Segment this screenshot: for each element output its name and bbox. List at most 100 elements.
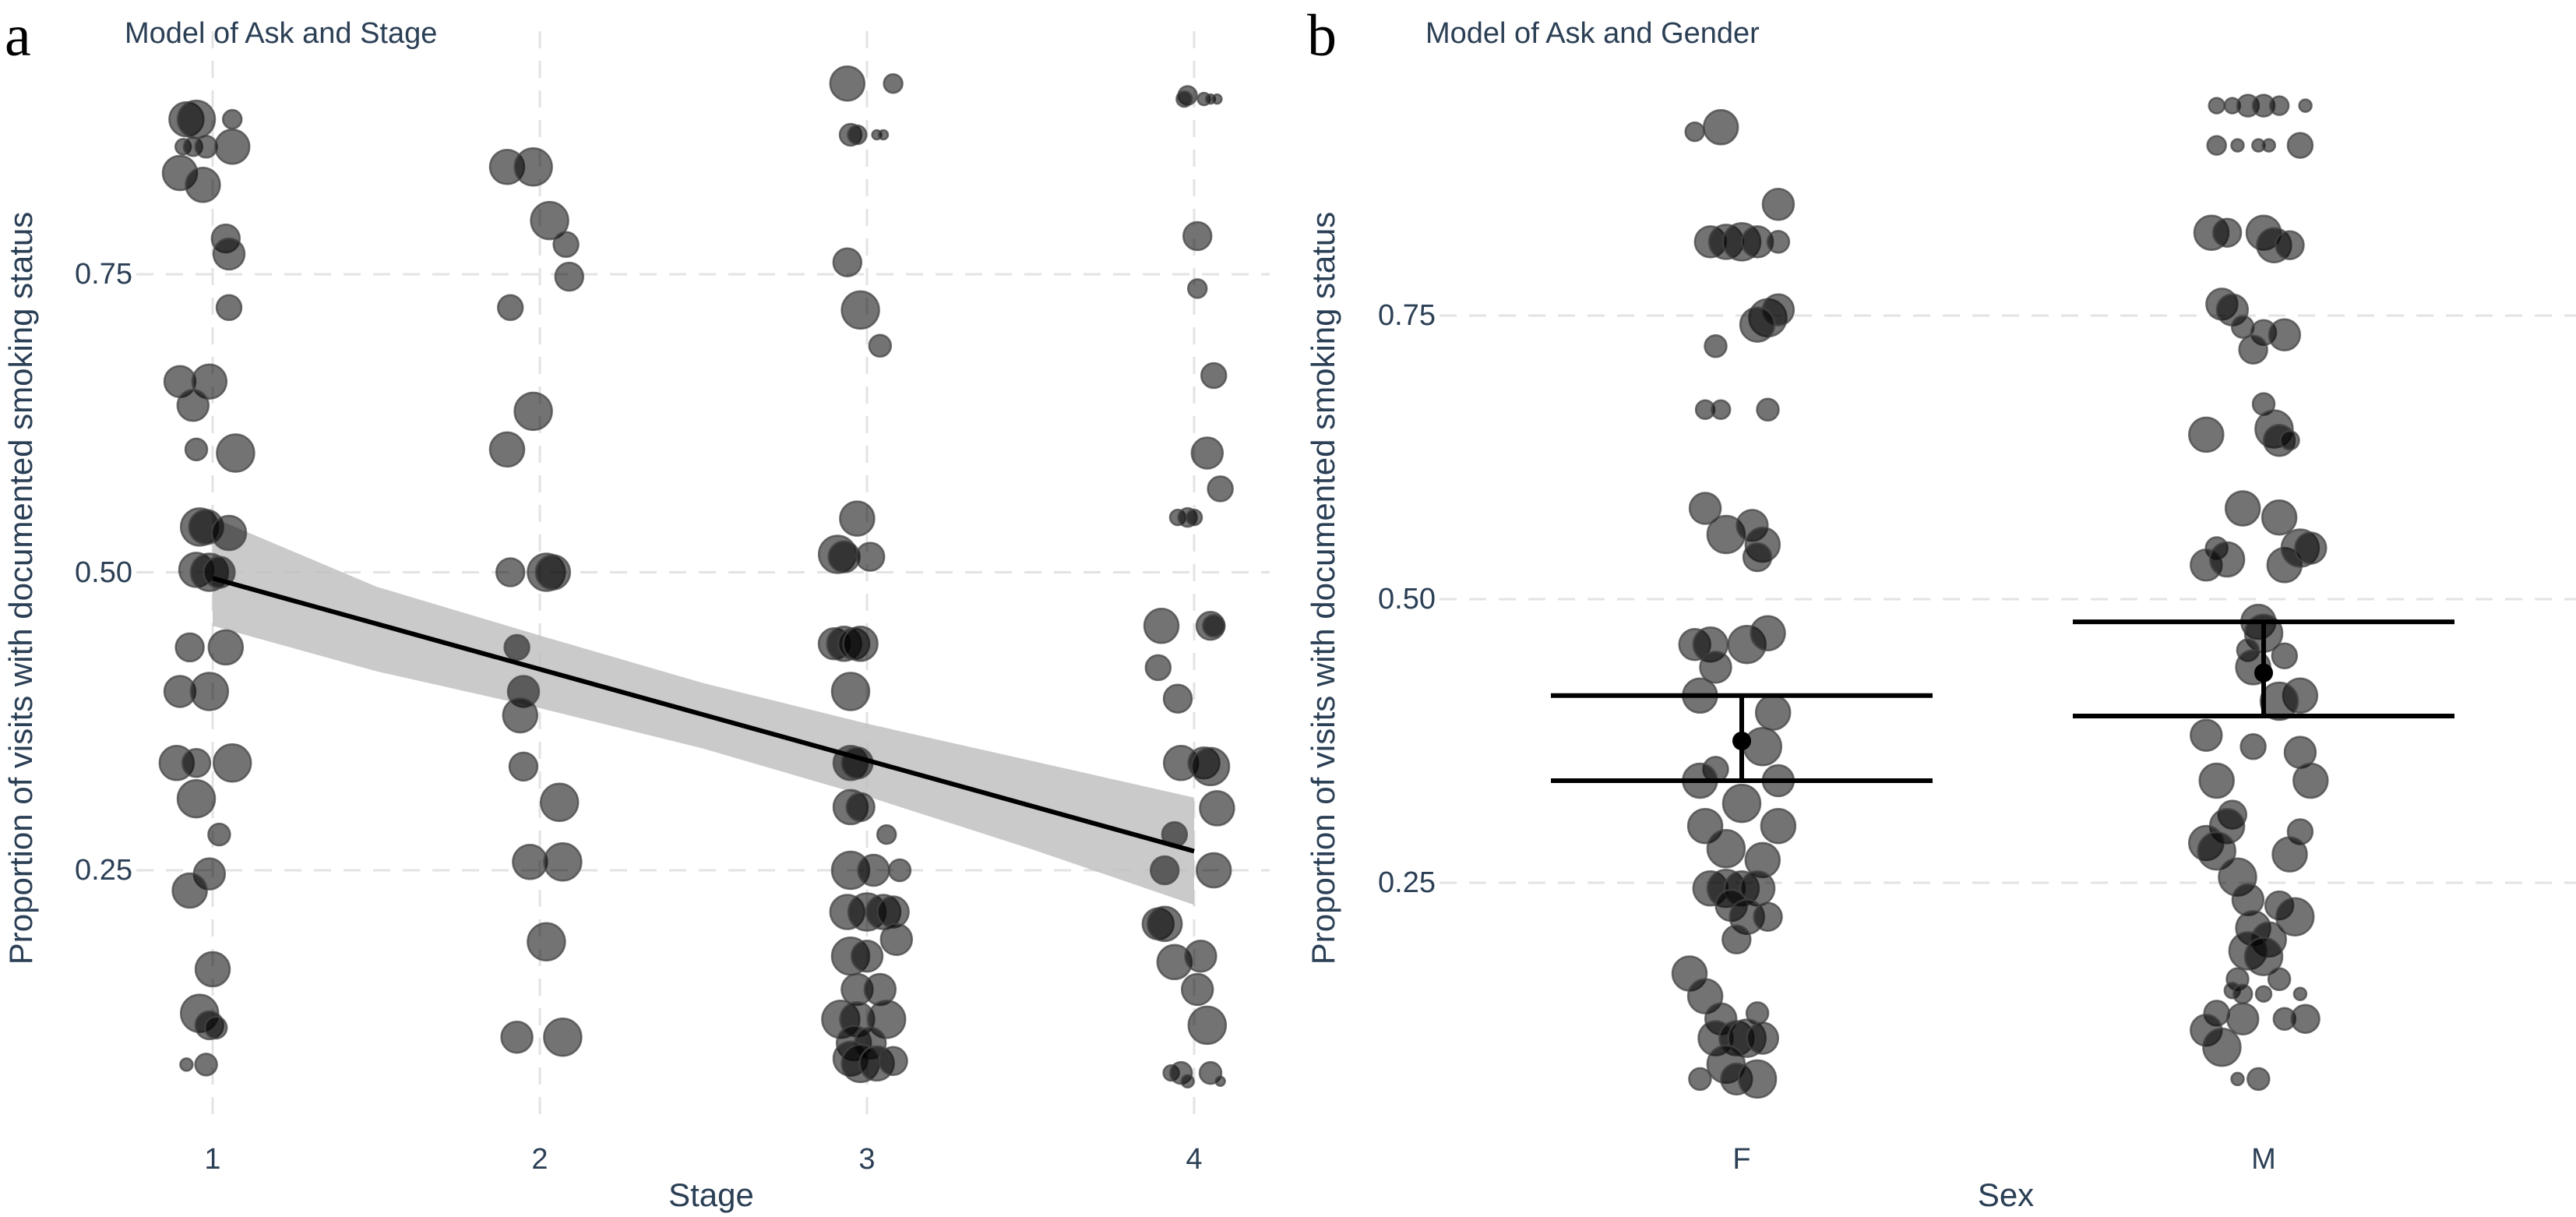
panel-b-data-point [1760,807,1797,845]
panel-b-data-point [1699,651,1732,684]
panel-a-data-point [207,629,245,666]
panel-a-data-point [827,540,861,573]
panel-b-data-point [2275,230,2305,260]
panel-a-data-point [1184,939,1218,973]
panel-b-data-point [2197,831,2236,871]
panel-b-data-point [2208,97,2225,115]
panel-b-data-point [2230,1071,2245,1087]
panel-a-y-tick-label: 0.50 [75,556,132,589]
panel-a-title: Model of Ask and Stage [125,17,437,50]
panel-b-data-point [1756,397,1780,422]
panel-a-data-point [534,554,572,591]
panel-b-x-axis-title: Sex [1978,1176,2034,1213]
panel-a-data-point [194,1053,218,1077]
panel-b-data-point [2271,642,2299,670]
panel-b-data-point [2292,762,2329,799]
panel-b-data-point [2238,334,2268,365]
panel-b-data-point [2298,98,2313,113]
panel-a-data-point [840,290,880,330]
panel-a-x-axis-title: Stage [668,1176,754,1213]
panel-b-data-point [1721,783,1762,824]
panel-b-data-point [2206,135,2227,156]
panel-b-data-point [2202,1027,2242,1067]
panel-a-data-point [1146,905,1183,943]
panel-b-data-point [2259,681,2299,721]
panel-a-data-point [207,822,231,847]
panel-b-mean-point [2254,663,2273,683]
panel-a-data-point [176,389,210,422]
panel-a-data-point [530,200,569,241]
panel-a-data-point [176,99,217,139]
panel-b-data-point [2190,718,2223,752]
panel-a-y-tick-label: 0.25 [75,854,132,887]
panel-a-confidence-band [213,517,1194,905]
panel-b-data-point [1761,188,1795,221]
panel-b-data-point [1753,901,1783,932]
panel-a-data-point [215,294,243,322]
panel-a-data-point [1199,790,1235,827]
panel-b: b Model of Ask and Gender 0.25 0.50 0.75… [1305,3,2576,1213]
panel-a-data-point [883,72,904,94]
panel-a-x-tick-label: 3 [858,1143,875,1176]
panel-a-data-point [1185,508,1203,527]
panel-b-data-point [2243,937,2284,976]
panel-a-data-point [221,108,243,130]
panel-a-data-point [174,632,205,663]
panel-b-data-point [1746,1021,1780,1055]
panel-b-data-point [1750,615,1786,651]
panel-a-data-point [1180,972,1214,1007]
panel-a-data-point [210,514,248,552]
panel-b-data-point [2247,1067,2271,1092]
panel-b-data-point [2239,733,2267,760]
panel-a: a Model of Ask and Stage 0.25 0.50 0.75 … [2,3,1270,1213]
panel-b-data-point [1688,492,1722,525]
panel-a-data-point [1144,654,1172,682]
panel-b-data-point [2231,883,2265,917]
panel-a-regression-line [212,576,1195,854]
panel-b-data-point [2261,499,2298,536]
panel-b-data-point [2232,983,2254,1004]
panel-a-data-point [1190,746,1231,787]
panel-a-data-point [203,1015,228,1040]
panel-b-data-point [2286,132,2314,159]
panel-a-data-point [850,939,884,973]
panel-a-data-point [508,751,539,782]
panel-a-data-point [179,1057,194,1072]
panel-a-data-point [832,247,863,277]
panel-a-y-axis-title: Proportion of visits with documented smo… [2,212,39,965]
panel-b-y-tick-label: 0.25 [1378,866,1436,899]
panel-a-data-point [184,437,209,462]
panel-a-data-point [1180,1074,1195,1089]
panel-a-data-point [512,844,548,880]
panel-a-data-point [876,824,897,845]
panel-a-data-point [842,626,879,662]
panel-b-data-point [1702,109,1739,146]
panel-a-data-point [1190,436,1225,470]
panel-b-data-point [2275,897,2315,937]
panel-a-data-point [513,147,553,187]
panel-a-data-point [868,333,893,358]
panel-a-data-point [1182,220,1213,252]
panel-a-y-tick-labels: 0.25 0.50 0.75 [75,258,132,887]
panel-a-data-point [830,672,871,711]
panel-a-letter: a [5,3,31,69]
panel-a-data-point [847,124,868,146]
panel-a-data-point [876,895,910,929]
panel-b-points [1671,93,2329,1099]
panel-a-data-point [1200,362,1228,390]
panel-a-data-point [171,872,208,909]
panel-a-data-point [191,363,228,400]
panel-a-data-point [212,237,246,271]
panel-a-data-point [539,782,580,823]
panel-a-data-point [194,951,231,988]
panel-a-data-point [1201,614,1226,638]
panel-b-data-point [1742,541,1773,573]
panel-a-data-point [887,858,912,883]
panel-b-data-point [2225,1002,2260,1035]
panel-a-x-tick-label: 4 [1186,1143,1202,1176]
panel-b-data-point [1704,334,1728,358]
panel-b-group-means [1551,619,2454,783]
panel-b-letter: b [1307,3,1337,69]
panel-a-data-point [189,672,230,711]
